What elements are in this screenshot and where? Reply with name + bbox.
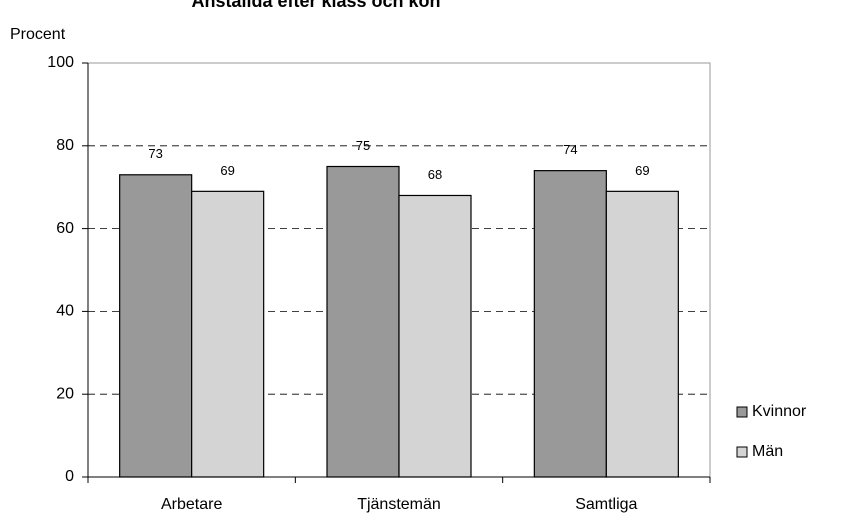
y-tick-label: 80: [56, 137, 74, 154]
y-tick-label: 60: [56, 220, 74, 237]
data-label: 69: [635, 163, 649, 178]
y-tick-label: 20: [56, 385, 74, 402]
legend-swatch: [736, 406, 748, 418]
legend-swatch: [736, 446, 748, 458]
x-tick-label: Samtliga: [575, 496, 637, 513]
chart-title: Anställda efter klass och kön: [191, 0, 440, 11]
data-label: 69: [220, 163, 234, 178]
bar: [605, 190, 679, 478]
x-tick-label: Tjänstemän: [357, 496, 441, 513]
data-label: 68: [428, 167, 442, 182]
x-tick-label: Arbetare: [161, 496, 222, 513]
y-axis-label: Procent: [10, 26, 66, 43]
legend-label: Män: [752, 443, 783, 460]
data-label: 75: [356, 138, 370, 153]
bar: [326, 165, 400, 478]
data-label: 73: [148, 146, 162, 161]
bar: [398, 194, 472, 478]
bar: [533, 170, 607, 478]
legend-label: Kvinnor: [752, 403, 807, 420]
bar: [191, 190, 265, 478]
y-tick-label: 40: [56, 303, 74, 320]
y-tick-label: 100: [47, 54, 74, 71]
y-tick-label: 0: [65, 468, 74, 485]
bar: [119, 174, 193, 478]
data-label: 74: [563, 142, 577, 157]
